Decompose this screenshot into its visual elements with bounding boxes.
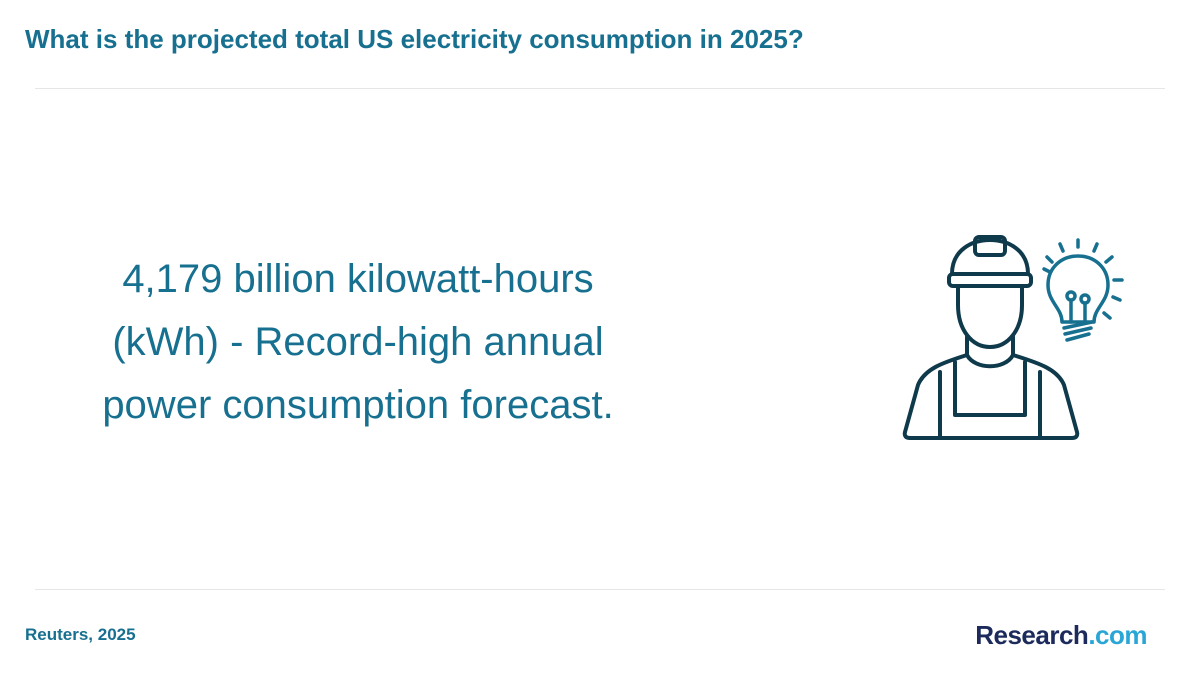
worker-icon [902, 235, 1124, 440]
statement: 4,179 billion kilowatt-hours (kWh) - Rec… [40, 248, 676, 437]
statement-line: 4,179 billion kilowatt-hours [122, 257, 594, 301]
statement-line: (kWh) - Record-high annual [112, 320, 604, 364]
logo-name: Research [975, 620, 1089, 650]
logo-suffix: .com [1088, 620, 1147, 650]
source: Reuters, 2025 [25, 625, 136, 644]
divider [35, 88, 1165, 89]
statement-line: power consumption forecast. [102, 383, 614, 427]
divider [35, 589, 1165, 590]
title: What is the projected total US electrici… [25, 24, 804, 54]
logo[interactable]: Research.com [975, 620, 1147, 651]
